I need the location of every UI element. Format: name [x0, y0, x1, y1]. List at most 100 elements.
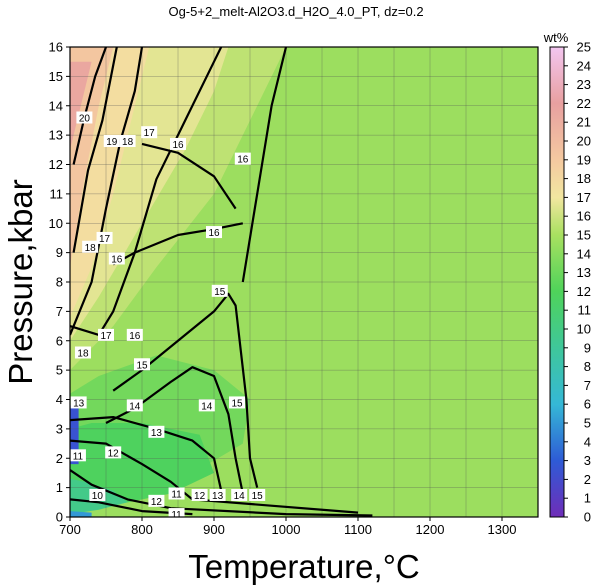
y-tick-label: 11 — [50, 186, 64, 201]
contour-label: 18 — [122, 137, 134, 148]
colorbar-tick-label: 1 — [584, 491, 591, 506]
contour-label: 17 — [144, 128, 156, 139]
y-tick-label: 15 — [49, 69, 63, 84]
contour-label-box — [119, 135, 136, 147]
colorbar-tick-label: 17 — [577, 190, 591, 205]
colorbar-ticks: 0123456789101112131415161718192021222324… — [564, 40, 591, 525]
y-tick-label: 6 — [56, 333, 63, 348]
x-tick-label: 900 — [203, 522, 225, 537]
contour-label-box — [89, 488, 106, 501]
colorbar-tick-label: 7 — [584, 378, 591, 393]
contour-label-box — [126, 328, 143, 341]
contour-label: 14 — [201, 401, 213, 412]
contour-label-box — [105, 446, 122, 459]
y-tick-label: 7 — [56, 304, 63, 319]
y-tick-label: 12 — [49, 157, 63, 172]
y-tick-label: 3 — [56, 421, 63, 436]
y-tick-label: 13 — [49, 128, 63, 143]
y-tick-label: 1 — [56, 480, 63, 495]
contour-label: 11 — [171, 490, 182, 501]
y-tick-label: 4 — [56, 392, 63, 407]
contour-label: 15 — [231, 398, 243, 409]
y-tick-label: 14 — [49, 98, 63, 113]
colorbar-tick-label: 24 — [577, 58, 591, 73]
contour-label-box — [108, 252, 125, 265]
contour-label-box — [70, 396, 87, 409]
contour-line — [72, 47, 118, 253]
contour-label-box — [209, 488, 226, 501]
contour-label-box — [231, 488, 248, 501]
contour-label: 14 — [234, 491, 246, 502]
colorbar-label: wt% — [543, 30, 569, 45]
contour-label: 15 — [136, 360, 148, 371]
colorbar-tick-label: 22 — [577, 96, 591, 111]
contour-label: 13 — [151, 428, 163, 439]
colorbar-tick-label: 0 — [584, 510, 591, 525]
colorbar-tick-label: 16 — [577, 209, 591, 224]
contour-line — [141, 142, 237, 210]
colorbar: wt% 012345678910111213141516171819202122… — [543, 30, 591, 525]
contour-label-box — [98, 328, 114, 341]
contour-line — [70, 439, 359, 514]
colorbar-tick-label: 12 — [577, 284, 591, 299]
colorbar-tick-label: 10 — [577, 322, 591, 337]
x-axis-ticks: 700 800 900 1000 1100 1200 1300 — [59, 517, 516, 537]
contour-label: 16 — [111, 255, 123, 266]
colorbar-tick-label: 14 — [577, 246, 591, 261]
contour-label: 13 — [73, 398, 85, 409]
contour-label-box — [234, 152, 251, 165]
colorbar-tick-label: 4 — [584, 434, 591, 449]
colorbar-tick-label: 18 — [577, 171, 591, 186]
colorbar-tick-label: 11 — [578, 303, 592, 318]
contour-label: 19 — [106, 137, 118, 148]
x-tick-label: 1000 — [272, 522, 301, 537]
colorbar-tick-label: 5 — [584, 416, 591, 431]
contour-label-box — [206, 226, 222, 239]
contour-label-box — [103, 135, 120, 147]
contour-label-box — [82, 240, 99, 253]
chart-title: Og-5+2_melt-Al2O3.d_H2O_4.0_PT, dz=0.2 — [168, 4, 423, 19]
contour-label-box — [70, 449, 86, 462]
contour-line — [70, 47, 144, 336]
contour-line — [72, 47, 108, 165]
contour-label: 15 — [214, 287, 226, 298]
colorbar-tick-label: 20 — [577, 134, 591, 149]
contour-label-box — [141, 126, 158, 139]
contour-label: 15 — [252, 491, 264, 502]
contour-label: 13 — [212, 491, 224, 502]
colorbar-tick-label: 8 — [584, 359, 591, 374]
contour-label: 11 — [171, 510, 182, 521]
colorbar-tick-label: 6 — [584, 397, 591, 412]
contour-label: 17 — [100, 331, 112, 342]
contour-label-box — [126, 399, 143, 412]
y-tick-label: 2 — [56, 451, 63, 466]
colorbar-tick-label: 2 — [584, 472, 591, 487]
grid-lines — [70, 47, 538, 517]
x-tick-label: 800 — [131, 522, 153, 537]
contour-label-box — [76, 111, 93, 124]
y-tick-label: 0 — [56, 510, 63, 525]
colorbar-tick-label: 23 — [577, 77, 591, 92]
contour-label-box — [168, 487, 185, 500]
x-tick-label: 1200 — [416, 522, 445, 537]
x-axis-label: Temperature,°C — [188, 548, 419, 585]
contour-label: 16 — [237, 155, 249, 166]
contour-label-box — [211, 284, 228, 297]
colorbar-tick-label: 21 — [577, 115, 591, 130]
contour-label-box — [148, 494, 165, 507]
contour-label: 16 — [208, 228, 220, 239]
contour-label-box — [229, 396, 246, 409]
contour-label-box — [191, 488, 208, 501]
contour-label: 12 — [108, 448, 120, 459]
contour-label-box — [148, 425, 165, 438]
colorbar-tick-label: 3 — [584, 453, 591, 468]
contour-line — [241, 47, 288, 283]
contour-line — [70, 498, 193, 516]
contour-label: 18 — [85, 243, 97, 254]
contour-label: 11 — [73, 451, 84, 462]
y-tick-label: 8 — [56, 275, 63, 290]
